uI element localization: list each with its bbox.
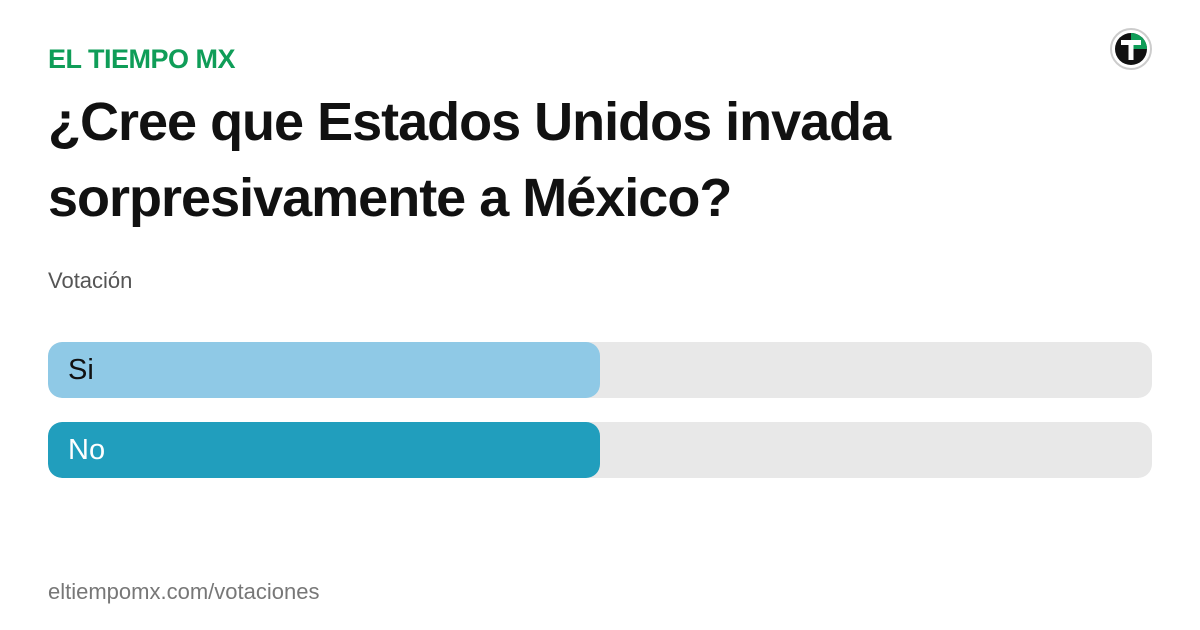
logo <box>1110 28 1152 70</box>
footer-url: eltiempomx.com/votaciones <box>48 579 320 604</box>
option-bar <box>48 342 600 398</box>
option-bar <box>48 422 600 478</box>
option-track[interactable]: No <box>48 422 1152 478</box>
brand: EL TIEMPO MX <box>48 44 236 74</box>
subtitle: Votación <box>48 268 133 293</box>
option-label: No <box>68 434 106 466</box>
option-track[interactable]: Si <box>48 342 1152 398</box>
option-label: Si <box>68 354 94 386</box>
question: ¿Cree que Estados Unidos invada sorpresi… <box>48 92 891 228</box>
